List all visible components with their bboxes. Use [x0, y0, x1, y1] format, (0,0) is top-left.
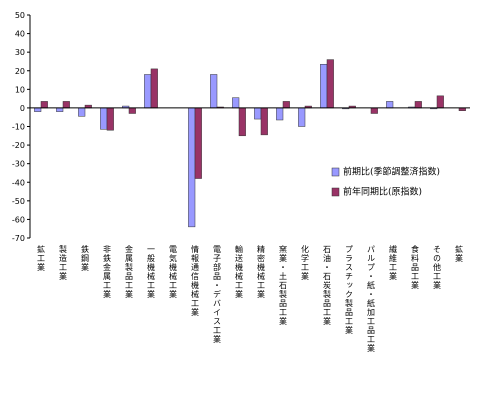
bar [144, 74, 152, 109]
bar [78, 107, 86, 117]
x-tick-label: その他工業 [433, 245, 442, 290]
legend-label: 前期比(季節調整済指数) [343, 166, 440, 178]
x-tick-label: 精密機械工業 [257, 244, 266, 299]
bar [298, 107, 306, 127]
x-tick-label: 金属製品工業 [125, 244, 134, 299]
x-tick-label: 鉱業 [455, 244, 464, 263]
legend-label: 前年同期比(原指数) [343, 186, 422, 198]
bar [150, 68, 158, 109]
y-tick-label: 20 [15, 67, 25, 76]
bar [326, 59, 334, 109]
bar [100, 107, 108, 130]
x-tick-label: 窯業・土石製品工業 [279, 244, 288, 326]
bar [40, 101, 48, 109]
legend-swatch [331, 167, 340, 177]
x-tick-label: 石油・石炭製品工業 [323, 245, 332, 326]
legend-swatch [331, 187, 340, 197]
x-tick-label: 食料品工業 [411, 244, 420, 290]
bar [276, 107, 284, 121]
y-tick-label: -10 [12, 123, 25, 132]
bar [194, 107, 202, 179]
bar [210, 74, 218, 109]
y-tick-label: 30 [15, 48, 25, 57]
x-tick-label: 鉱工業 [37, 244, 46, 272]
x-tick-label: プラスチック製品工業 [345, 245, 354, 335]
bar [282, 101, 290, 109]
x-tick-label: 電気機械工業 [169, 245, 178, 299]
x-tick-label: 輸送機械工業 [235, 244, 244, 299]
bar [386, 101, 394, 109]
bar [254, 107, 262, 120]
y-tick-label: -40 [12, 178, 25, 187]
bar [34, 107, 42, 112]
x-tick-label: 電子部品・デバイス工業 [213, 245, 222, 344]
y-tick-label: -30 [12, 160, 25, 169]
bar [56, 107, 64, 112]
bar [436, 95, 444, 109]
y-tick-label: -20 [12, 141, 25, 150]
bar [232, 97, 240, 109]
bar [320, 63, 328, 109]
y-tick-label: -70 [12, 234, 25, 243]
y-tick-label: 0 [20, 104, 25, 113]
bar [414, 101, 422, 109]
x-tick-label: 一般機械工業 [147, 245, 156, 299]
y-tick-label: -50 [12, 197, 25, 206]
y-tick-label: 50 [15, 11, 25, 20]
x-tick-label: 鉄鋼業 [81, 244, 90, 272]
x-tick-label: 繊維工業 [389, 244, 398, 281]
bar [260, 107, 268, 136]
y-tick-label: 40 [15, 30, 25, 39]
y-tick-label: -60 [12, 215, 25, 224]
bar [128, 107, 136, 114]
x-tick-label: パルプ・紙・紙加工品工業 [367, 245, 376, 353]
bar [370, 107, 378, 114]
bar [188, 107, 196, 228]
bar [62, 101, 70, 109]
x-tick-label: 化学工業 [301, 244, 310, 281]
y-tick-label: 10 [15, 85, 25, 94]
bar [106, 107, 114, 131]
bar [238, 107, 246, 137]
x-tick-label: 非鉄金属工業 [103, 244, 112, 299]
x-tick-label: 製造工業 [59, 244, 68, 281]
x-tick-label: 情報通信機械工業 [191, 244, 200, 317]
